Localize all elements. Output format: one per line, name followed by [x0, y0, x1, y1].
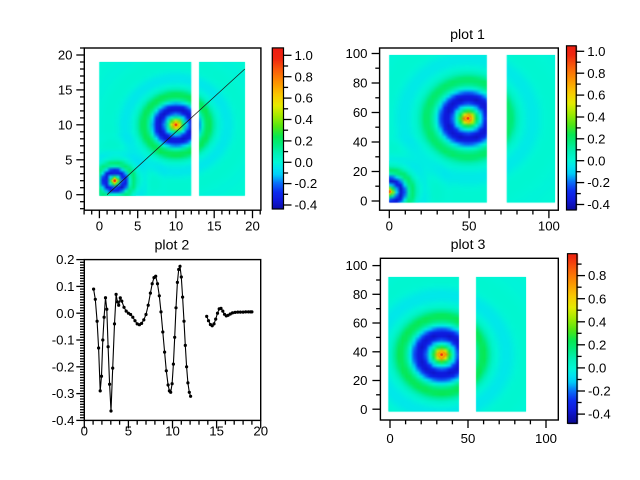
svg-text:50: 50 — [461, 431, 476, 446]
svg-text:100: 100 — [538, 218, 560, 233]
svg-text:10: 10 — [169, 218, 184, 233]
svg-text:-0.4: -0.4 — [588, 407, 611, 422]
svg-text:40: 40 — [353, 344, 368, 359]
svg-text:5: 5 — [125, 424, 132, 439]
svg-text:0.8: 0.8 — [588, 268, 606, 283]
svg-text:0.2: 0.2 — [56, 252, 74, 267]
svg-text:0: 0 — [360, 402, 367, 417]
svg-text:10: 10 — [58, 117, 73, 132]
svg-text:plot 1: plot 1 — [450, 27, 485, 43]
svg-text:20: 20 — [245, 218, 260, 233]
svg-text:60: 60 — [353, 105, 368, 120]
svg-text:0.0: 0.0 — [295, 155, 313, 170]
svg-text:50: 50 — [462, 218, 477, 233]
svg-text:0.0: 0.0 — [56, 306, 74, 321]
svg-text:-0.2: -0.2 — [587, 175, 610, 190]
svg-text:0: 0 — [386, 431, 393, 446]
svg-text:0: 0 — [360, 194, 367, 209]
svg-text:100: 100 — [345, 46, 367, 61]
svg-text:0.4: 0.4 — [587, 110, 605, 125]
svg-text:0.6: 0.6 — [587, 88, 605, 103]
svg-text:plot 3: plot 3 — [451, 237, 486, 253]
svg-text:0: 0 — [81, 424, 88, 439]
svg-text:-0.4: -0.4 — [295, 198, 318, 213]
svg-text:-0.4: -0.4 — [52, 413, 75, 428]
svg-text:0.2: 0.2 — [295, 134, 313, 149]
svg-text:20: 20 — [253, 424, 268, 439]
svg-text:1.0: 1.0 — [587, 44, 605, 59]
svg-text:5: 5 — [134, 218, 141, 233]
svg-text:0.6: 0.6 — [588, 291, 606, 306]
svg-text:100: 100 — [345, 258, 367, 273]
svg-text:100: 100 — [535, 431, 557, 446]
svg-text:plot 2: plot 2 — [155, 238, 190, 254]
svg-text:0.8: 0.8 — [587, 66, 605, 81]
svg-text:80: 80 — [353, 287, 368, 302]
svg-text:0.4: 0.4 — [295, 112, 313, 127]
svg-text:0.4: 0.4 — [588, 314, 606, 329]
svg-text:0.2: 0.2 — [587, 131, 605, 146]
svg-text:0: 0 — [386, 218, 393, 233]
svg-text:0.0: 0.0 — [587, 153, 605, 168]
svg-text:0.8: 0.8 — [295, 69, 313, 84]
svg-text:0.1: 0.1 — [56, 279, 74, 294]
svg-text:80: 80 — [353, 76, 368, 91]
svg-text:0.6: 0.6 — [295, 91, 313, 106]
svg-text:0.0: 0.0 — [588, 361, 606, 376]
svg-text:-0.3: -0.3 — [52, 386, 75, 401]
svg-text:15: 15 — [209, 424, 224, 439]
svg-text:5: 5 — [65, 152, 72, 167]
svg-text:0: 0 — [65, 187, 72, 202]
svg-text:20: 20 — [353, 164, 368, 179]
svg-text:-0.2: -0.2 — [588, 384, 611, 399]
svg-text:60: 60 — [353, 316, 368, 331]
svg-text:0.2: 0.2 — [588, 337, 606, 352]
svg-text:40: 40 — [353, 135, 368, 150]
svg-text:-0.1: -0.1 — [52, 333, 75, 348]
svg-text:-0.2: -0.2 — [295, 176, 318, 191]
svg-text:20: 20 — [58, 48, 73, 63]
svg-text:0: 0 — [96, 218, 103, 233]
svg-text:15: 15 — [207, 218, 222, 233]
svg-text:-0.2: -0.2 — [52, 359, 75, 374]
svg-text:-0.4: -0.4 — [587, 197, 610, 212]
svg-text:20: 20 — [353, 373, 368, 388]
svg-text:10: 10 — [165, 424, 180, 439]
svg-text:15: 15 — [58, 83, 73, 98]
svg-text:1.0: 1.0 — [295, 48, 313, 63]
